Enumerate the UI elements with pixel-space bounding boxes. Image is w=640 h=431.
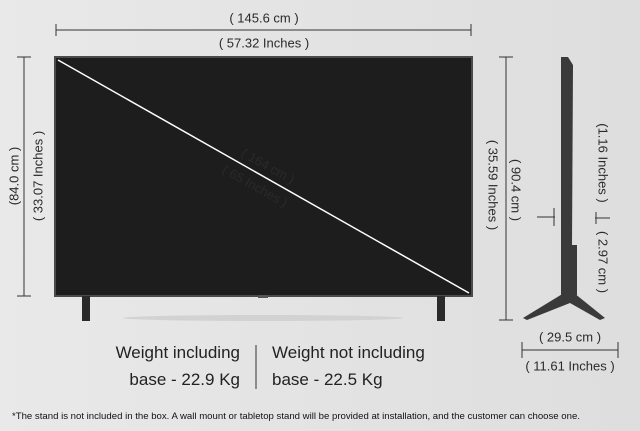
tv-logo-mark: [258, 295, 268, 298]
weight-with-base-value: base - 22.9 Kg: [129, 370, 240, 389]
height-inches: ( 33.07 Inches ): [30, 130, 46, 222]
stand-depth-inches: ( 11.61 Inches ): [525, 358, 615, 374]
depth-cm: ( 2.97 cm ): [595, 230, 611, 294]
weight-without-base-label: Weight not including: [272, 343, 425, 362]
height-with-stand-inches: ( 35.59 Inches ): [485, 139, 501, 231]
tv-side-profile: [523, 57, 605, 320]
height-cm: (84.0 cm ): [6, 146, 22, 206]
weight-without-base-value: base - 22.5 Kg: [272, 370, 383, 389]
width-inches: ( 57.32 Inches ): [218, 35, 310, 51]
depth-inches: (1.16 Inches ): [595, 123, 611, 203]
stand-depth-cm: ( 29.5 cm ): [538, 329, 602, 345]
tv-shadow: [123, 315, 403, 321]
footnote: *The stand is not included in the box. A…: [12, 411, 580, 422]
diagonal-line: [57, 59, 470, 294]
height-with-stand-cm: ( 90.4 cm ): [508, 158, 524, 222]
tv-foot-left: [82, 296, 90, 321]
dimension-lines: [17, 24, 619, 389]
weight-with-base-label: Weight including: [115, 343, 240, 362]
tv-foot-right: [437, 296, 445, 321]
width-cm: ( 145.6 cm ): [229, 10, 299, 26]
